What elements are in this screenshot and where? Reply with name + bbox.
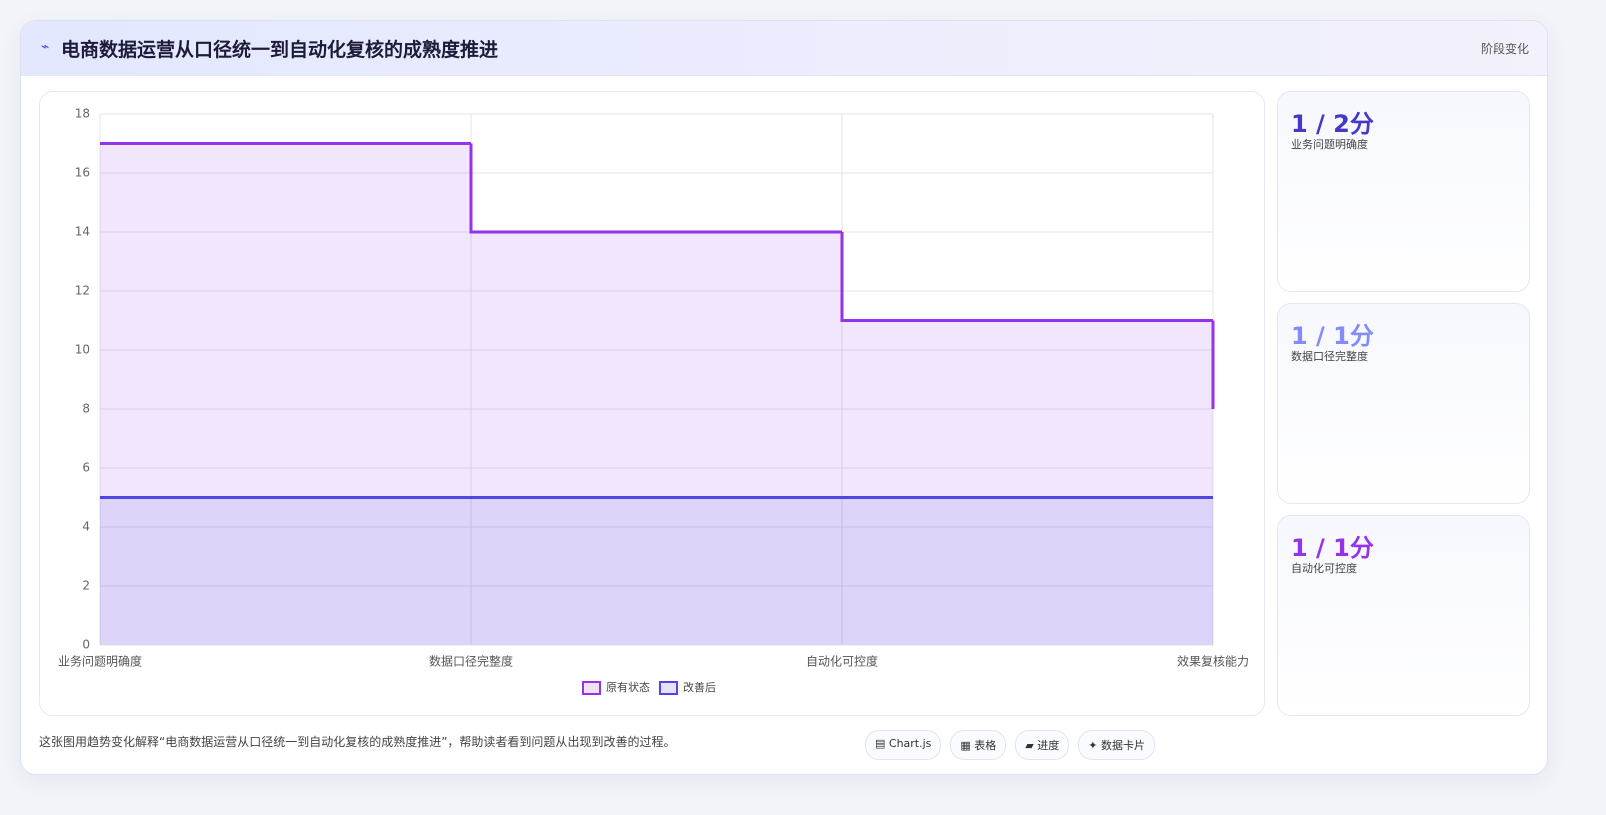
chart: 0 2 4 6 8 10 12 14 16 18 业务问题明确度 数据口径完整度 自动化可控度 效果复核能… <box>58 107 1249 695</box>
badges: ▤ Chart.js ▦ 表格 ▰ 进度 ✦ 数据卡片 <box>865 730 1155 760</box>
legend-label: 改善后 <box>683 680 716 694</box>
stat-label: 自动化可控度 <box>1291 562 1357 575</box>
tag: 阶段变化 <box>1480 42 1529 56</box>
footer-text: 这张图用趋势变化解释“电商数据运营从口径统一到自动化复核的成熟度推进”，帮助读者… <box>39 735 676 749</box>
step-area <box>471 232 842 645</box>
x-tick-label: 数据口径完整度 <box>429 654 513 669</box>
y-tick-label: 4 <box>82 520 90 534</box>
y-tick-label: 16 <box>75 166 90 180</box>
x-tick-label: 业务问题明确度 <box>58 654 142 669</box>
stat-card: 1 / 2分 业务问题明确度 <box>1277 91 1530 292</box>
dashboard: ⌁ 电商数据运营从口径统一到自动化复核的成熟度推进 阶段变化 0 2 4 6 8 10 12… <box>20 20 1548 775</box>
step-line <box>469 143 842 234</box>
stat-card: 1 / 1分 数据口径完整度 <box>1277 303 1530 504</box>
step-area <box>100 497 471 645</box>
legend-swatch <box>659 681 678 695</box>
badge: ▤ Chart.js <box>865 730 942 760</box>
y-tick-label: 10 <box>75 343 90 357</box>
step-area <box>842 320 1213 645</box>
y-tick-label: 18 <box>75 107 90 121</box>
step-line <box>840 232 1213 322</box>
step-area <box>471 497 842 645</box>
header: ⌁ 电商数据运营从口径统一到自动化复核的成熟度推进 阶段变化 <box>21 21 1547 76</box>
chart-panel: 0 2 4 6 8 10 12 14 16 18 业务问题明确度 数据口径完整度 自动化可控度 效果复核能… <box>39 91 1265 716</box>
stat-label: 业务问题明确度 <box>1291 138 1368 151</box>
step-area <box>100 143 471 645</box>
stat-value: 1 / 1分 <box>1291 322 1374 350</box>
y-tick-label: 2 <box>82 579 90 593</box>
legend-swatch <box>582 681 601 695</box>
step-area <box>842 497 1213 645</box>
badge: ✦ 数据卡片 <box>1078 730 1155 760</box>
badge: ▰ 进度 <box>1015 730 1070 760</box>
y-tick-label: 12 <box>75 284 90 298</box>
legend-label: 原有状态 <box>606 680 650 694</box>
header-icon: ⌁ <box>41 39 50 55</box>
stat-value: 1 / 1分 <box>1291 534 1374 562</box>
y-tick-label: 6 <box>82 461 90 475</box>
y-tick-label: 14 <box>75 225 90 239</box>
badge: ▦ 表格 <box>950 730 1007 760</box>
y-tick-label: 0 <box>82 638 90 652</box>
stat-label: 数据口径完整度 <box>1291 350 1368 363</box>
title: 电商数据运营从口径统一到自动化复核的成熟度推进 <box>61 39 499 61</box>
stat-value: 1 / 2分 <box>1291 110 1374 138</box>
y-tick-label: 8 <box>82 402 90 416</box>
x-tick-label: 自动化可控度 <box>806 654 878 669</box>
x-tick-label: 效果复核能力 <box>1177 654 1249 669</box>
stat-card: 1 / 1分 自动化可控度 <box>1277 515 1530 716</box>
